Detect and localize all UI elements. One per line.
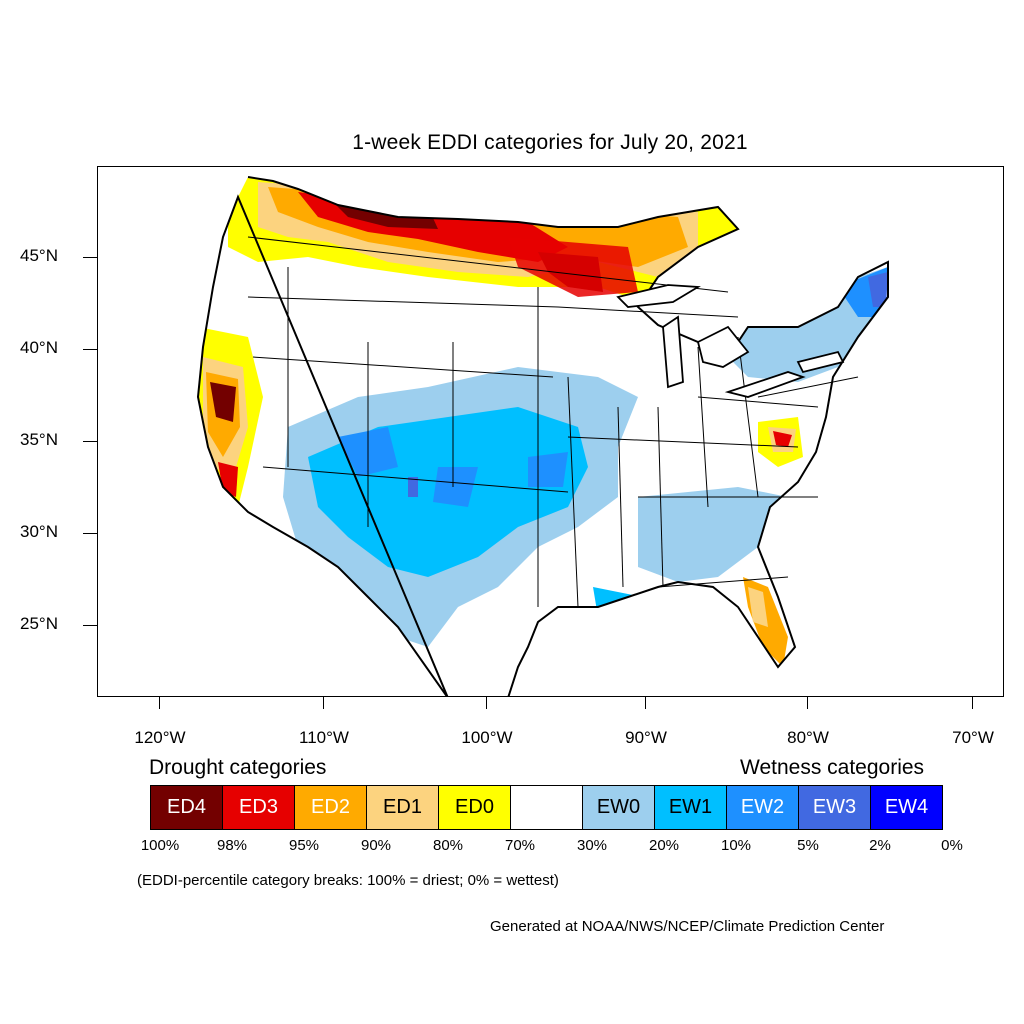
lon-tick <box>323 697 325 709</box>
lat-tick <box>83 349 97 351</box>
category-note: (EDDI-percentile category breaks: 100% =… <box>137 872 559 889</box>
lon-label-120: 120°W <box>134 728 186 747</box>
lat-label-35: 35°N <box>20 430 58 449</box>
legend-box-normal <box>510 785 583 830</box>
percentile-label: 100% <box>140 837 180 854</box>
percentile-label: 70% <box>504 837 536 854</box>
category-legend: ED4 ED3 ED2 ED1 ED0 EW0 EW1 EW2 EW3 EW4 <box>150 785 943 830</box>
lon-tick <box>645 697 647 709</box>
lat-tick <box>83 533 97 535</box>
lon-label-100: 100°W <box>461 728 513 747</box>
percentile-label: 20% <box>648 837 680 854</box>
legend-box-ed3: ED3 <box>222 785 295 830</box>
percentile-label: 0% <box>941 837 963 854</box>
percentile-label: 2% <box>869 837 891 854</box>
lat-label-30: 30°N <box>20 522 58 541</box>
lat-tick <box>83 625 97 627</box>
legend-box-ew3: EW3 <box>798 785 871 830</box>
lon-label-80: 80°W <box>787 728 829 747</box>
percentile-label: 90% <box>360 837 392 854</box>
percentile-label: 10% <box>720 837 752 854</box>
legend-box-ed1: ED1 <box>366 785 439 830</box>
percentile-label: 98% <box>216 837 248 854</box>
percentile-label: 5% <box>797 837 819 854</box>
lat-label-45: 45°N <box>20 246 58 265</box>
legend-box-ed2: ED2 <box>294 785 367 830</box>
percentile-label: 30% <box>576 837 608 854</box>
legend-box-ew1: EW1 <box>654 785 727 830</box>
lon-label-90: 90°W <box>625 728 667 747</box>
credit-text: Generated at NOAA/NWS/NCEP/Climate Predi… <box>490 918 885 935</box>
legend-box-ed0: ED0 <box>438 785 511 830</box>
lon-tick <box>807 697 809 709</box>
lat-label-25: 25°N <box>20 614 58 633</box>
map-title: 1-week EDDI categories for July 20, 2021 <box>352 131 748 154</box>
legend-box-ed4: ED4 <box>150 785 223 830</box>
lat-label-40: 40°N <box>20 338 58 357</box>
legend-box-ew4: EW4 <box>870 785 943 830</box>
lon-tick <box>486 697 488 709</box>
lon-tick <box>972 697 974 709</box>
drought-heading: Drought categories <box>149 756 327 779</box>
lat-tick <box>83 257 97 259</box>
lon-tick <box>159 697 161 709</box>
lon-label-70: 70°W <box>952 728 994 747</box>
wetness-heading: Wetness categories <box>740 756 925 779</box>
percentile-label: 80% <box>432 837 464 854</box>
lon-label-110: 110°W <box>299 728 349 747</box>
legend-box-ew2: EW2 <box>726 785 799 830</box>
percentile-label: 95% <box>288 837 320 854</box>
lat-tick <box>83 441 97 443</box>
eddi-map <box>196 176 889 696</box>
map-panel <box>97 166 1004 697</box>
legend-box-ew0: EW0 <box>582 785 655 830</box>
